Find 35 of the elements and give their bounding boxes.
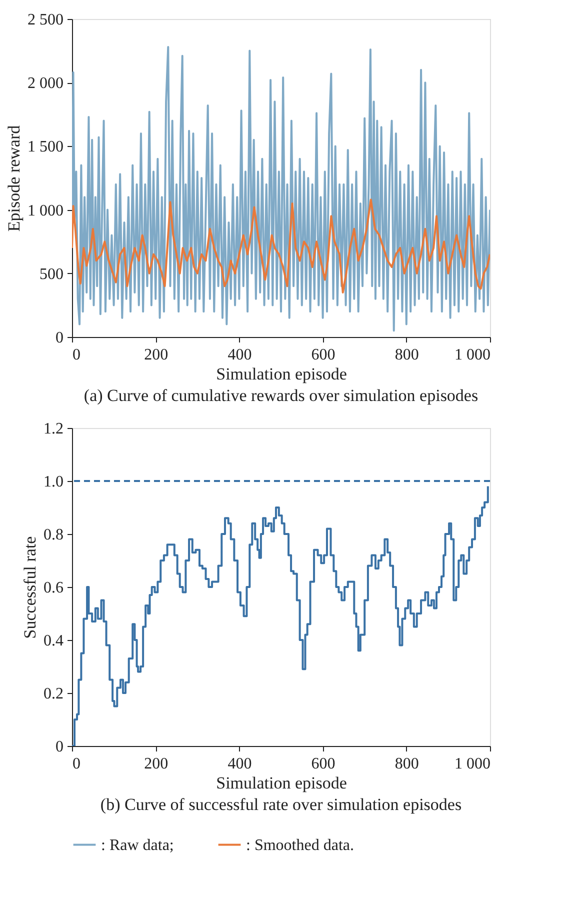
y-tick-label: 1.0 [44, 474, 64, 490]
y-axis-title: Episode reward [4, 124, 24, 232]
y-tick-label: 0.4 [44, 632, 64, 650]
x-tick-label: 800 [394, 346, 419, 364]
y-tick-label: 1 500 [28, 138, 64, 156]
y-tick-label: 0.2 [44, 686, 64, 702]
line-series [72, 46, 490, 332]
x-tick-label: 1 000 [454, 756, 490, 772]
x-tick-label: 600 [311, 346, 336, 364]
x-tick-label: 400 [228, 346, 252, 364]
y-tick-label: 500 [40, 266, 64, 283]
y-tick-label: 2 500 [28, 12, 64, 28]
y-tick-label: 0.6 [44, 580, 64, 596]
x-tick-label: 200 [144, 756, 168, 772]
x-tick-label: 0 [72, 346, 80, 364]
y-tick-label: 1.2 [44, 420, 64, 438]
x-tick-label: 200 [144, 346, 168, 364]
y-tick-label: 2 000 [28, 75, 64, 92]
text: (a) Curve of cumulative rewards over simulation episodes [84, 386, 478, 405]
text: (b) Curve of successful rate over simulation episodes [100, 795, 462, 814]
x-tick-label: 1 000 [454, 346, 490, 364]
y-tick-label: 1 000 [28, 202, 64, 220]
x-tick-label: 800 [394, 756, 419, 772]
legend-label: : Smoothed data. [246, 836, 354, 854]
x-axis-title: Simulation episode [216, 774, 347, 792]
legend-label: : Raw data; [101, 836, 174, 854]
x-tick-label: 600 [311, 756, 336, 772]
x-tick-label: 400 [228, 756, 252, 772]
x-tick-label: 0 [72, 756, 80, 772]
y-tick-label: 0 [56, 330, 64, 346]
y-tick-label: 0 [56, 738, 64, 756]
line-series [72, 198, 490, 294]
y-axis-title: Successful rate [20, 536, 40, 639]
y-tick-label: 0.8 [44, 526, 64, 544]
x-axis-title: Simulation episode [216, 364, 347, 384]
